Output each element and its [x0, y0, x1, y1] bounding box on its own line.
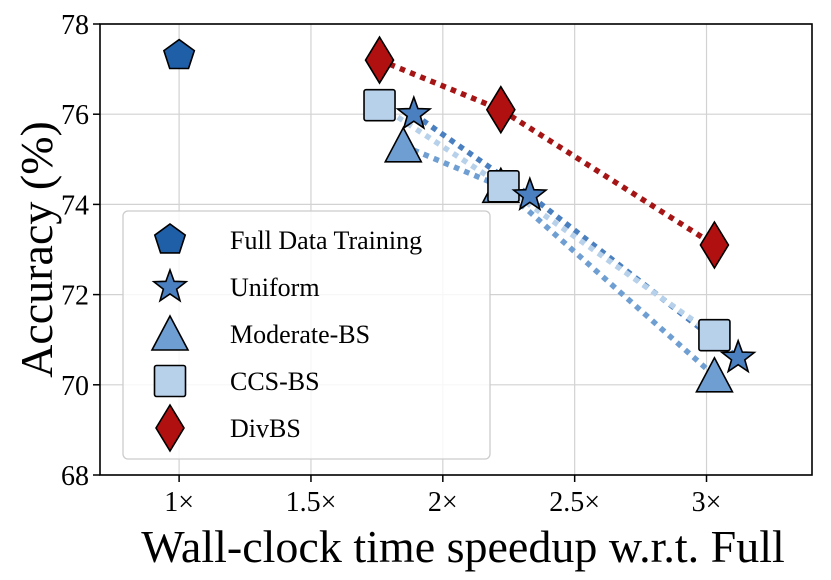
series-line-uniform: [412, 111, 740, 360]
legend-label-uniform: Uniform: [230, 273, 320, 302]
data-points: [162, 35, 757, 393]
legend-label-full-data-training: Full Data Training: [230, 226, 422, 255]
x-tick-label: 2.5×: [549, 487, 600, 518]
x-tick-label: 2×: [428, 487, 458, 518]
legend: Full Data Training Uniform Moderate-BS CCS-…: [122, 210, 491, 460]
point-divbs: [485, 85, 516, 135]
point-divbs: [364, 35, 395, 85]
point-ccs-bs: [487, 170, 520, 203]
series-line-moderate-bs: [402, 143, 717, 378]
legend-box: [122, 210, 491, 460]
point-uniform: [719, 338, 757, 374]
legend-label-ccs-bs: CCS-BS: [230, 367, 320, 396]
y-tick-label: 72: [61, 281, 89, 312]
axis-ticks: 1× 1.5× 2× 2.5× 3× 68 70 72 74 76 78: [61, 10, 721, 518]
legend-marker-full-data-training: [153, 223, 187, 254]
y-tick-label: 74: [61, 190, 89, 221]
legend-marker-ccs-bs: [153, 364, 187, 398]
point-uniform: [395, 94, 433, 130]
legend-label-divbs: DivBS: [230, 414, 301, 443]
point-uniform: [511, 176, 549, 212]
series-line-divbs: [378, 57, 716, 248]
legend-marker-uniform: [151, 267, 189, 303]
x-axis-title: Wall-clock time speedup w.r.t. Full: [141, 521, 785, 572]
point-moderate-bs: [695, 356, 734, 393]
y-tick-label: 68: [61, 461, 89, 492]
y-axis-title: Accuracy (%): [11, 121, 62, 378]
plot-frame: [99, 23, 813, 476]
y-tick-label: 76: [61, 100, 89, 131]
legend-label-moderate-bs: Moderate-BS: [230, 320, 370, 349]
y-tick-label: 78: [61, 10, 89, 41]
x-tick-label: 3×: [692, 487, 722, 518]
x-tick-label: 1.5×: [286, 487, 337, 518]
point-ccs-bs: [698, 318, 731, 352]
point-full-data-training: [162, 38, 196, 70]
legend-marker-moderate-bs: [150, 314, 190, 351]
x-tick-label: 1×: [164, 487, 194, 518]
y-tick-label: 70: [61, 371, 89, 402]
point-ccs-bs: [363, 88, 396, 122]
point-divbs: [699, 220, 730, 270]
legend-marker-divbs: [155, 403, 185, 453]
point-moderate-bs: [383, 126, 423, 163]
